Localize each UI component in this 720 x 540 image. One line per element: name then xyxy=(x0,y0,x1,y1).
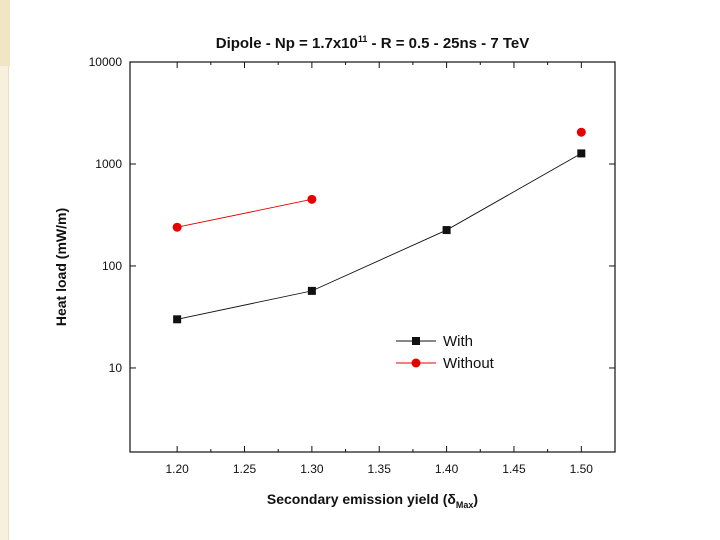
slide-edge-band xyxy=(0,0,9,540)
legend-marker-without xyxy=(411,358,421,368)
x-axis-title-symbol: δ xyxy=(447,491,456,507)
chart-title-exponent: 11 xyxy=(357,34,368,44)
data-point-without xyxy=(172,222,182,232)
data-point-without xyxy=(307,194,317,204)
chart-title-rest: - R = 0.5 - 25ns - 7 TeV xyxy=(367,35,530,52)
y-tick-label: 100 xyxy=(102,259,122,273)
x-tick-label: 1.35 xyxy=(368,462,392,476)
x-tick-label: 1.25 xyxy=(233,462,257,476)
data-point-with xyxy=(577,149,586,158)
y-tick-label: 10 xyxy=(109,361,123,375)
legend-marker-with xyxy=(412,337,420,345)
x-axis-title: Secondary emission yield (δMax) xyxy=(130,491,615,510)
x-axis-title-sub: Max xyxy=(455,499,474,510)
data-point-without xyxy=(576,127,586,137)
data-point-with xyxy=(442,226,451,235)
y-tick-label: 10000 xyxy=(89,55,123,69)
legend-label-without: Without xyxy=(443,355,495,372)
plot-frame xyxy=(129,61,616,453)
x-axis-title-close: ) xyxy=(473,491,479,507)
data-point-with xyxy=(173,315,182,324)
chart-title: Dipole - Np = 1.7x1011 - R = 0.5 - 25ns … xyxy=(130,34,615,52)
y-tick-label: 1000 xyxy=(95,157,122,171)
x-tick-label: 1.30 xyxy=(300,462,324,476)
legend-label-with: With xyxy=(443,333,473,350)
data-point-with xyxy=(307,286,316,295)
x-tick-label: 1.45 xyxy=(502,462,526,476)
x-tick-label: 1.20 xyxy=(165,462,189,476)
series-line-with xyxy=(177,153,582,320)
x-tick-label: 1.40 xyxy=(435,462,459,476)
x-tick-label: 1.50 xyxy=(570,462,594,476)
chart-title-main: Dipole - Np = 1.7x10 xyxy=(215,35,358,52)
series-line-without xyxy=(177,198,312,228)
slide-edge-notch xyxy=(0,0,10,66)
x-axis-title-main: Secondary emission yield ( xyxy=(266,491,448,507)
y-axis-title: Heat load (mW/m) xyxy=(53,207,69,327)
